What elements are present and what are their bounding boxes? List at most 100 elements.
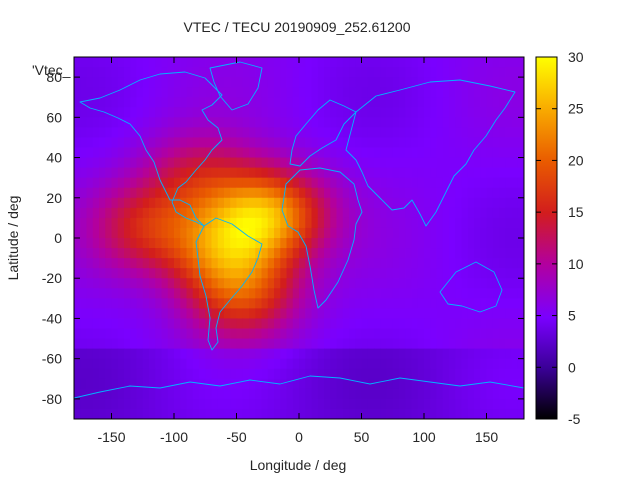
heatmap-cell <box>192 157 200 169</box>
heatmap-cell <box>142 137 150 149</box>
heatmap-cell <box>467 288 475 299</box>
heatmap-cell <box>399 147 406 159</box>
heatmap-cell <box>386 398 394 410</box>
heatmap-cell <box>336 378 344 390</box>
heatmap-cell <box>130 368 138 380</box>
heatmap-cell <box>480 338 488 350</box>
heatmap-cell <box>274 117 281 128</box>
heatmap-cell <box>74 318 81 330</box>
heatmap-cell <box>417 278 425 289</box>
heatmap-cell <box>386 288 394 299</box>
heatmap-cell <box>242 388 250 400</box>
heatmap-cell <box>274 358 281 370</box>
heatmap-cell <box>267 268 275 279</box>
heatmap-cell <box>192 258 200 269</box>
heatmap-cell <box>480 258 488 269</box>
heatmap-cell <box>517 298 524 309</box>
heatmap-cell <box>249 388 256 400</box>
heatmap-cell <box>492 258 500 269</box>
heatmap-cell <box>317 328 325 340</box>
heatmap-cell <box>374 388 381 400</box>
heatmap-cell <box>230 117 238 128</box>
heatmap-cell <box>142 87 150 98</box>
heatmap-cell <box>111 107 119 118</box>
heatmap-cell <box>430 238 438 249</box>
heatmap-cell <box>486 248 494 259</box>
heatmap-cell <box>505 328 513 340</box>
heatmap-cell <box>255 207 263 219</box>
heatmap-cell <box>480 398 488 410</box>
heatmap-cell <box>186 157 194 169</box>
heatmap-cell <box>280 117 288 128</box>
heatmap-cell <box>455 368 463 380</box>
heatmap-cell <box>430 57 438 68</box>
heatmap-cell <box>186 117 194 128</box>
heatmap-cell <box>517 258 524 269</box>
heatmap-cell <box>355 338 363 350</box>
heatmap-cell <box>474 278 481 289</box>
heatmap-cell <box>92 77 100 88</box>
heatmap-cell <box>474 197 481 209</box>
heatmap-cell <box>486 187 494 199</box>
heatmap-cell <box>255 217 263 229</box>
heatmap-cell <box>455 298 463 309</box>
heatmap-cell <box>86 177 94 189</box>
heatmap-cell <box>505 278 513 289</box>
heatmap-cell <box>336 368 344 380</box>
heatmap-cell <box>205 248 213 259</box>
heatmap-cell <box>405 217 413 229</box>
heatmap-cell <box>374 258 381 269</box>
heatmap-cell <box>155 318 163 330</box>
heatmap-cell <box>224 167 231 179</box>
heatmap-cell <box>249 67 256 78</box>
heatmap-cell <box>111 67 119 78</box>
heatmap-cell <box>136 308 144 320</box>
heatmap-cell <box>436 227 444 239</box>
heatmap-cell <box>399 217 406 229</box>
heatmap-cell <box>411 378 419 390</box>
heatmap-cell <box>142 388 150 400</box>
heatmap-cell <box>92 298 100 309</box>
heatmap-cell <box>417 248 425 259</box>
x-axis: -150 -100 -50 0 50 100 150 <box>97 57 498 445</box>
heatmap-cell <box>217 288 225 299</box>
heatmap-cell <box>324 378 331 390</box>
heatmap-cell <box>480 378 488 390</box>
heatmap-cell <box>392 278 400 289</box>
heatmap-cell <box>74 57 81 68</box>
heatmap-cell <box>317 398 325 410</box>
north-america-coast <box>79 71 223 227</box>
heatmap-cell <box>199 197 206 209</box>
heatmap-cell <box>199 57 206 68</box>
heatmap-cell <box>142 308 150 320</box>
heatmap-cell <box>374 177 381 189</box>
heatmap-cell <box>411 238 419 249</box>
heatmap-cell <box>436 298 444 309</box>
heatmap-cell <box>236 248 244 259</box>
heatmap-cell <box>149 368 156 380</box>
heatmap-cell <box>199 338 206 350</box>
heatmap-cell <box>105 308 113 320</box>
heatmap-cell <box>324 328 331 340</box>
heatmap-cell <box>130 147 138 159</box>
heatmap-cell <box>292 378 300 390</box>
heatmap-cell <box>80 368 88 380</box>
heatmap-cell <box>505 348 513 360</box>
heatmap-cell <box>217 248 225 259</box>
heatmap-cell <box>499 338 506 350</box>
heatmap-cell <box>217 358 225 370</box>
heatmap-cell <box>399 328 406 340</box>
heatmap-cell <box>299 227 306 239</box>
heatmap-cell <box>505 67 513 78</box>
heatmap-cell <box>499 77 506 88</box>
heatmap-cell <box>124 107 131 118</box>
heatmap-cell <box>499 268 506 279</box>
heatmap-cell <box>74 368 81 380</box>
heatmap-cell <box>205 157 213 169</box>
heatmap-cell <box>517 348 524 360</box>
heatmap-cell <box>342 177 350 189</box>
heatmap-cell <box>92 57 100 68</box>
heatmap-cell <box>499 408 506 419</box>
heatmap-cell <box>430 368 438 380</box>
heatmap-cell <box>411 368 419 380</box>
